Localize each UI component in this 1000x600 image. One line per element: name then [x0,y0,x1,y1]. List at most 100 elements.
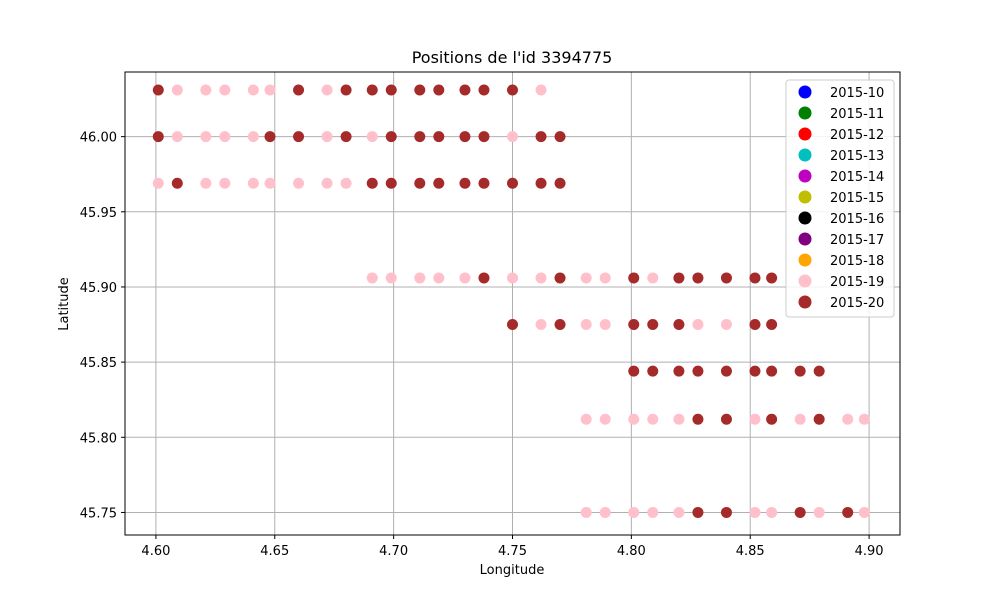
x-tick-label: 4.85 [736,544,765,559]
data-point-2015-19 [813,506,825,518]
data-point-2015-19 [535,319,547,331]
data-point-2015-20 [766,365,778,377]
legend-marker [798,232,812,246]
chart-title: Positions de l'id 3394775 [412,48,613,67]
data-point-2015-20 [385,84,397,96]
data-point-2015-19 [599,319,611,331]
data-point-2015-20 [340,131,352,143]
data-point-2015-20 [673,272,685,284]
points-layer [152,84,870,518]
data-point-2015-19 [673,506,685,518]
data-point-2015-20 [692,413,704,425]
data-point-2015-19 [219,177,231,189]
data-point-2015-19 [580,413,592,425]
data-point-2015-19 [647,413,659,425]
y-axis-label: Latitude [57,277,72,331]
data-point-2015-19 [200,84,212,96]
y-tick-label: 45.90 [80,281,117,296]
data-point-2015-20 [720,365,732,377]
data-point-2015-19 [200,131,212,143]
data-point-2015-19 [171,84,183,96]
legend-label: 2015-11 [830,107,884,122]
data-point-2015-19 [858,413,870,425]
data-point-2015-19 [247,177,259,189]
data-point-2015-19 [200,177,212,189]
data-point-2015-20 [692,365,704,377]
data-point-2015-19 [293,177,305,189]
legend-label: 2015-19 [830,275,884,290]
data-point-2015-20 [366,84,378,96]
data-point-2015-20 [673,319,685,331]
data-point-2015-20 [171,177,183,189]
data-point-2015-19 [321,177,333,189]
y-tick-label: 45.75 [80,506,117,521]
data-point-2015-20 [813,413,825,425]
data-point-2015-19 [794,413,806,425]
data-point-2015-20 [554,131,566,143]
x-tick-label: 4.60 [141,544,170,559]
data-point-2015-20 [692,272,704,284]
data-point-2015-19 [749,413,761,425]
ticks-layer: 4.60 4.65 4.70 4.75 4.80 4.85 4.90 45.75 45.80 45… [80,131,884,559]
legend: 2015-10 2015-11 2015-12 2015-13 2015-14 2015-… [785,79,895,318]
legend-label: 2015-16 [830,212,884,227]
data-point-2015-20 [720,506,732,518]
legend-label: 2015-12 [830,128,884,143]
data-point-2015-20 [628,319,640,331]
legend-marker [798,148,812,162]
data-point-2015-20 [459,84,471,96]
data-point-2015-19 [219,84,231,96]
legend-marker [798,85,812,99]
legend-marker [798,211,812,225]
data-point-2015-19 [321,131,333,143]
legend-label: 2015-10 [830,86,884,101]
legend-label: 2015-14 [830,170,884,185]
legend-label: 2015-20 [830,296,884,311]
legend-marker [798,253,812,267]
data-point-2015-19 [580,272,592,284]
data-point-2015-20 [293,131,305,143]
data-point-2015-20 [535,131,547,143]
data-point-2015-20 [554,177,566,189]
data-point-2015-20 [385,177,397,189]
data-point-2015-20 [459,131,471,143]
data-point-2015-20 [478,272,490,284]
data-point-2015-20 [340,84,352,96]
legend-box [785,79,895,318]
data-point-2015-20 [507,177,518,189]
legend-label: 2015-13 [830,149,884,164]
data-point-2015-20 [366,177,378,189]
x-tick-label: 4.65 [260,544,289,559]
data-point-2015-20 [433,131,445,143]
data-point-2015-20 [673,365,685,377]
data-point-2015-20 [749,365,761,377]
data-point-2015-19 [858,506,870,518]
data-point-2015-19 [152,177,164,189]
data-point-2015-20 [152,84,164,96]
data-point-2015-20 [749,272,761,284]
data-point-2015-20 [720,413,732,425]
data-point-2015-19 [340,177,352,189]
legend-label: 2015-15 [830,191,884,206]
data-point-2015-19 [535,272,547,284]
data-point-2015-19 [628,506,640,518]
x-tick-label: 4.90 [855,544,884,559]
data-point-2015-20 [628,272,640,284]
data-point-2015-19 [749,506,761,518]
data-point-2015-19 [628,413,640,425]
y-tick-label: 45.85 [80,356,117,371]
y-tick-label: 45.95 [80,206,117,221]
data-point-2015-20 [647,365,659,377]
data-point-2015-20 [647,319,659,331]
data-point-2015-19 [507,131,518,143]
data-point-2015-19 [720,319,732,331]
data-point-2015-19 [414,272,426,284]
data-point-2015-20 [766,319,778,331]
data-point-2015-19 [264,84,276,96]
data-point-2015-19 [766,506,778,518]
data-point-2015-19 [433,272,445,284]
data-point-2015-20 [433,177,445,189]
data-point-2015-19 [692,319,704,331]
legend-label: 2015-18 [830,254,884,269]
data-point-2015-20 [152,131,164,143]
